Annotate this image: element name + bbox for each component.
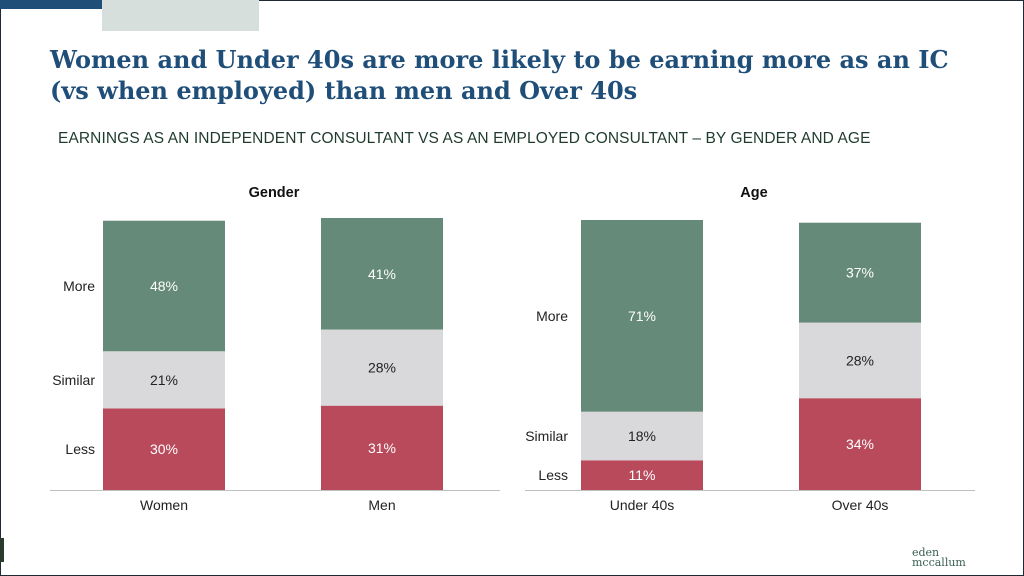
- gender-chart-title: Gender: [249, 185, 300, 201]
- bar-women-less: [103, 408, 225, 490]
- data-label-men-similar: 28%: [368, 360, 396, 376]
- data-label-women-less: 30%: [150, 441, 178, 457]
- bar-under-40s-similar: [581, 411, 703, 461]
- row-label-gender-more: More: [63, 278, 95, 294]
- data-label-under-40s-more: 71%: [628, 308, 656, 324]
- age-chart-title: Age: [740, 185, 767, 201]
- slide-subtitle: EARNINGS AS AN INDEPENDENT CONSULTANT VS…: [58, 130, 871, 147]
- bar-over-40s-similar: [799, 322, 921, 399]
- data-label-over-40s-more: 37%: [846, 265, 874, 281]
- data-label-over-40s-less: 34%: [846, 436, 874, 452]
- row-label-gender-less: Less: [65, 441, 95, 457]
- bar-over-40s-more: [799, 222, 921, 323]
- row-label-age-similar: Similar: [525, 428, 568, 444]
- accent-bar-grey: [102, 0, 259, 31]
- bar-under-40s-less: [581, 460, 703, 490]
- accent-bar-left: [0, 538, 4, 562]
- logo-line-1: eden: [912, 546, 940, 559]
- company-logo: eden mccallum: [912, 546, 982, 569]
- data-label-under-40s-less: 11%: [629, 467, 656, 483]
- category-label-under-40s: Under 40s: [610, 497, 675, 513]
- data-label-men-more: 41%: [368, 266, 396, 282]
- slide-title: Women and Under 40s are more likely to b…: [50, 45, 949, 105]
- data-label-under-40s-similar: 18%: [628, 428, 656, 444]
- row-label-age-more: More: [536, 308, 568, 324]
- category-label-over-40s: Over 40s: [832, 497, 889, 513]
- logo-line-2: mccallum: [912, 556, 966, 569]
- data-label-men-less: 31%: [368, 440, 396, 456]
- bar-over-40s-less: [799, 398, 921, 490]
- bar-men-more: [321, 218, 443, 330]
- bar-men-similar: [321, 329, 443, 406]
- bar-women-more: [103, 220, 225, 352]
- category-label-women: Women: [140, 497, 188, 513]
- bar-men-less: [321, 405, 443, 490]
- row-label-age-less: Less: [538, 467, 568, 483]
- accent-bar-navy: [0, 0, 188, 9]
- row-label-gender-similar: Similar: [52, 372, 95, 388]
- data-label-women-more: 48%: [150, 278, 178, 294]
- category-label-men: Men: [368, 497, 395, 513]
- bar-under-40s-more: [581, 220, 703, 412]
- data-label-over-40s-similar: 28%: [846, 352, 874, 368]
- bar-women-similar: [103, 351, 225, 409]
- data-label-women-similar: 21%: [150, 372, 178, 388]
